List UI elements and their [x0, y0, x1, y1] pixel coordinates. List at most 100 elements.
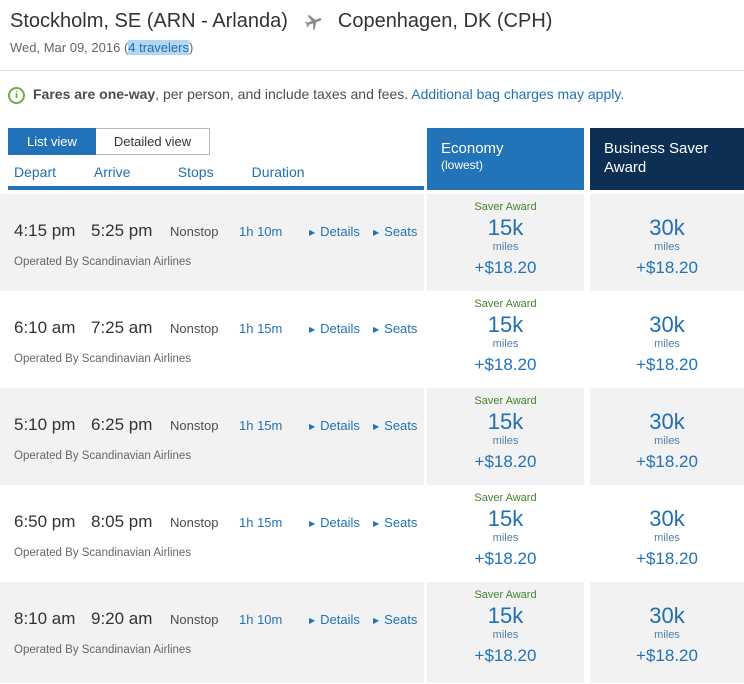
economy-miles: 15k [487, 312, 524, 337]
saver-award-label: Saver Award [474, 298, 537, 310]
economy-miles-unit: miles [492, 532, 519, 544]
duration-link[interactable]: 1h 15m [239, 417, 283, 433]
economy-fare-cell[interactable]: Saver Award 15k miles +$18.20 [427, 582, 584, 683]
business-miles: 30k [649, 506, 685, 531]
details-link[interactable]: Details [320, 514, 360, 530]
flight-results-list: 4:15 pm 5:25 pm Nonstop 1h 10m ▶ Details … [0, 194, 744, 683]
flight-main-line: 6:10 am 7:25 am Nonstop 1h 15m ▶ Details … [0, 291, 424, 338]
duration-link[interactable]: 1h 15m [239, 320, 283, 336]
flight-row: 5:10 pm 6:25 pm Nonstop 1h 15m ▶ Details … [0, 388, 744, 485]
column-arrive[interactable]: Arrive [93, 164, 131, 180]
flight-row: 4:15 pm 5:25 pm Nonstop 1h 10m ▶ Details … [0, 194, 744, 291]
tab-detailed-view[interactable]: Detailed view [95, 128, 211, 155]
details-link[interactable]: Details [320, 611, 360, 627]
stops-value: Nonstop [170, 417, 219, 433]
paren-close: ) [189, 40, 194, 55]
flight-info: 4:15 pm 5:25 pm Nonstop 1h 10m ▶ Details … [0, 194, 424, 291]
economy-fees: +$18.20 [474, 549, 537, 568]
details-arrow-icon: ▶ [309, 421, 316, 431]
seats-link[interactable]: Seats [384, 417, 418, 433]
details-cell: ▶ Details [309, 515, 373, 530]
duration-link[interactable]: 1h 10m [239, 611, 283, 627]
operated-by: Operated By Scandinavian Airlines [14, 644, 192, 656]
flight-info: 5:10 pm 6:25 pm Nonstop 1h 15m ▶ Details … [0, 388, 424, 485]
arrive-time: 9:20 am [91, 609, 153, 628]
results-header: List view Detailed view Depart Arrive St… [0, 128, 744, 190]
economy-miles: 15k [487, 603, 524, 628]
duration-link[interactable]: 1h 10m [239, 223, 283, 239]
economy-fare-cell[interactable]: Saver Award 15k miles +$18.20 [427, 291, 584, 388]
seats-arrow-icon: ▶ [373, 324, 380, 334]
arrive-time: 7:25 am [91, 318, 153, 337]
seats-arrow-icon: ▶ [373, 421, 380, 431]
stops-value: Nonstop [170, 611, 219, 627]
economy-column-subtitle: (lowest) [441, 158, 484, 172]
details-arrow-icon: ▶ [309, 227, 316, 237]
details-cell: ▶ Details [309, 612, 373, 627]
route-header: Stockholm, SE (ARN - Arlanda) Copenhagen… [0, 0, 744, 55]
route-line: Stockholm, SE (ARN - Arlanda) Copenhagen… [10, 10, 744, 33]
business-fees: +$18.20 [636, 355, 698, 374]
flight-row: 6:10 am 7:25 am Nonstop 1h 15m ▶ Details … [0, 291, 744, 388]
economy-miles: 15k [487, 215, 524, 240]
date-line: Wed, Mar 09, 2016 (4 travelers) [10, 40, 744, 55]
economy-column-header: Economy (lowest) [427, 128, 584, 190]
flight-info: 6:10 am 7:25 am Nonstop 1h 15m ▶ Details … [0, 291, 424, 388]
fare-info-rest: , per person, and include taxes and fees… [155, 86, 412, 102]
column-duration[interactable]: Duration [251, 164, 305, 180]
flight-main-line: 8:10 am 9:20 am Nonstop 1h 10m ▶ Details … [0, 582, 424, 629]
flight-info: 6:50 pm 8:05 pm Nonstop 1h 15m ▶ Details … [0, 485, 424, 582]
details-link[interactable]: Details [320, 320, 360, 336]
flight-main-line: 4:15 pm 5:25 pm Nonstop 1h 10m ▶ Details … [0, 194, 424, 241]
economy-miles: 15k [487, 506, 524, 531]
arrive-time: 6:25 pm [91, 415, 153, 434]
economy-fare-cell[interactable]: Saver Award 15k miles +$18.20 [427, 194, 584, 291]
view-tabs: List view Detailed view [8, 128, 211, 155]
seats-link[interactable]: Seats [384, 514, 418, 530]
header-divider [0, 70, 744, 71]
economy-column-title: Economy [441, 140, 504, 157]
details-arrow-icon: ▶ [309, 324, 316, 334]
operated-by: Operated By Scandinavian Airlines [14, 256, 192, 268]
business-miles: 30k [649, 312, 685, 337]
seats-link[interactable]: Seats [384, 223, 418, 239]
fare-info-text: Fares are one-way, per person, and inclu… [33, 86, 624, 102]
details-link[interactable]: Details [320, 223, 360, 239]
details-cell: ▶ Details [309, 224, 373, 239]
flight-row: 6:50 pm 8:05 pm Nonstop 1h 15m ▶ Details … [0, 485, 744, 582]
business-fare-cell[interactable]: 30k miles +$18.20 [590, 485, 744, 582]
business-fare-cell[interactable]: 30k miles +$18.20 [590, 582, 744, 683]
bag-charges-link[interactable]: Additional bag charges may apply. [411, 86, 625, 102]
economy-fees: +$18.20 [474, 646, 537, 665]
economy-miles-unit: miles [492, 435, 519, 447]
destination-city: Copenhagen, DK (CPH) [337, 10, 553, 32]
travelers-link[interactable]: 4 travelers [128, 40, 189, 55]
column-stops[interactable]: Stops [177, 164, 214, 180]
details-cell: ▶ Details [309, 321, 373, 336]
business-fare-cell[interactable]: 30k miles +$18.20 [590, 388, 744, 485]
seats-link[interactable]: Seats [384, 320, 418, 336]
column-depart[interactable]: Depart [14, 164, 57, 180]
details-arrow-icon: ▶ [309, 615, 316, 625]
business-miles-unit: miles [654, 629, 680, 641]
flight-main-line: 6:50 pm 8:05 pm Nonstop 1h 15m ▶ Details … [0, 485, 424, 532]
economy-fare-cell[interactable]: Saver Award 15k miles +$18.20 [427, 388, 584, 485]
seats-link[interactable]: Seats [384, 611, 418, 627]
business-miles: 30k [649, 215, 685, 240]
economy-fare-cell[interactable]: Saver Award 15k miles +$18.20 [427, 485, 584, 582]
award-label-spacer [590, 297, 744, 312]
business-miles-unit: miles [654, 338, 680, 350]
seats-cell: ▶ Seats [373, 515, 417, 530]
seats-cell: ▶ Seats [373, 418, 417, 433]
details-link[interactable]: Details [320, 417, 360, 433]
business-fare-cell[interactable]: 30k miles +$18.20 [590, 291, 744, 388]
flight-info: 8:10 am 9:20 am Nonstop 1h 10m ▶ Details … [0, 582, 424, 683]
seats-cell: ▶ Seats [373, 321, 417, 336]
stops-value: Nonstop [170, 320, 219, 336]
tab-list-view[interactable]: List view [8, 128, 96, 155]
award-label-spacer [590, 200, 744, 215]
duration-link[interactable]: 1h 15m [239, 514, 283, 530]
business-fare-cell[interactable]: 30k miles +$18.20 [590, 194, 744, 291]
economy-fees: +$18.20 [474, 355, 537, 374]
